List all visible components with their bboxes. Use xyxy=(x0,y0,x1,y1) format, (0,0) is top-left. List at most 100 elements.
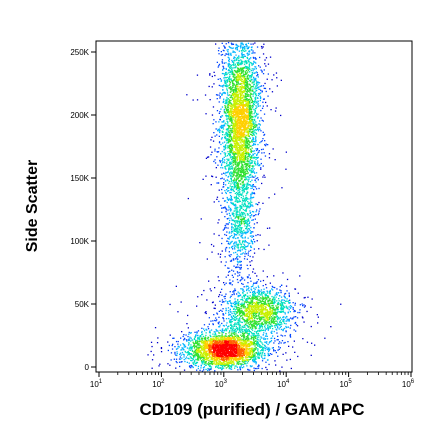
data-point xyxy=(297,292,299,294)
data-point xyxy=(246,258,248,260)
data-point xyxy=(238,167,240,169)
data-point xyxy=(240,234,242,236)
data-point xyxy=(247,144,250,146)
data-point xyxy=(236,316,238,318)
data-point xyxy=(248,250,250,252)
data-point xyxy=(224,167,226,169)
data-point xyxy=(258,187,260,190)
data-point xyxy=(226,128,228,130)
data-point xyxy=(276,311,279,313)
data-point xyxy=(244,55,246,57)
data-point xyxy=(241,227,243,229)
data-point xyxy=(226,81,228,83)
data-point xyxy=(256,125,258,127)
data-point xyxy=(238,193,241,196)
data-point xyxy=(234,159,236,161)
data-point xyxy=(214,287,216,289)
data-point xyxy=(222,68,224,71)
data-point xyxy=(259,124,261,126)
data-point xyxy=(246,229,248,231)
data-point xyxy=(279,311,281,313)
data-point xyxy=(229,210,232,212)
data-point xyxy=(175,367,177,369)
data-point xyxy=(200,335,202,337)
data-point xyxy=(255,139,257,141)
data-point xyxy=(258,82,261,84)
data-point xyxy=(288,294,290,296)
data-point xyxy=(261,354,263,356)
data-point xyxy=(253,168,255,170)
data-point xyxy=(209,330,211,332)
data-point xyxy=(251,155,253,157)
data-point xyxy=(302,338,304,340)
data-point xyxy=(231,312,233,315)
data-point xyxy=(242,311,245,313)
data-point xyxy=(271,347,274,349)
data-point xyxy=(252,327,254,329)
data-point xyxy=(266,319,268,321)
data-point xyxy=(266,328,268,330)
data-point xyxy=(252,271,254,273)
data-point xyxy=(221,62,224,64)
data-point xyxy=(232,138,234,140)
data-point xyxy=(245,187,247,189)
data-point xyxy=(271,330,273,332)
data-point xyxy=(293,310,295,313)
data-point xyxy=(288,302,290,304)
data-point xyxy=(177,340,179,343)
data-point xyxy=(234,227,237,229)
data-point xyxy=(230,119,232,121)
data-point xyxy=(230,189,232,191)
data-point xyxy=(232,332,234,334)
data-point xyxy=(177,311,179,313)
data-point xyxy=(230,130,233,132)
data-point xyxy=(179,353,181,356)
data-point xyxy=(228,169,230,171)
data-point xyxy=(228,139,230,141)
data-point xyxy=(280,304,282,306)
data-point xyxy=(192,341,194,343)
data-point xyxy=(208,323,210,325)
data-point xyxy=(235,313,237,315)
data-point xyxy=(215,328,217,331)
data-point xyxy=(253,118,256,121)
data-point xyxy=(235,169,237,171)
data-point xyxy=(280,301,283,303)
data-point xyxy=(257,104,259,106)
data-point xyxy=(268,348,270,351)
data-point xyxy=(224,137,226,139)
data-point xyxy=(184,344,186,346)
data-point xyxy=(247,306,249,308)
data-point xyxy=(236,231,238,233)
data-point xyxy=(246,62,248,64)
data-point xyxy=(223,367,225,369)
data-point xyxy=(279,303,281,305)
data-point xyxy=(183,348,185,351)
data-point xyxy=(229,166,231,168)
data-point xyxy=(226,88,228,90)
data-point xyxy=(160,347,163,350)
data-point xyxy=(248,319,250,321)
data-point xyxy=(236,220,238,222)
data-point xyxy=(280,307,282,309)
data-point xyxy=(182,348,184,350)
data-point xyxy=(260,89,262,92)
data-point xyxy=(226,80,229,82)
data-point xyxy=(247,80,249,83)
data-point xyxy=(251,63,253,65)
data-point xyxy=(245,96,247,99)
data-point xyxy=(211,363,214,366)
data-point xyxy=(232,73,235,75)
data-point xyxy=(242,300,244,302)
data-point xyxy=(247,282,249,284)
data-point xyxy=(227,108,229,110)
data-point xyxy=(250,145,252,147)
data-point xyxy=(229,236,231,238)
data-point xyxy=(250,289,253,291)
data-point xyxy=(232,212,234,214)
data-point xyxy=(194,350,196,352)
data-point xyxy=(243,169,245,171)
data-point xyxy=(228,198,230,200)
data-point xyxy=(229,172,231,174)
data-point xyxy=(250,288,252,290)
